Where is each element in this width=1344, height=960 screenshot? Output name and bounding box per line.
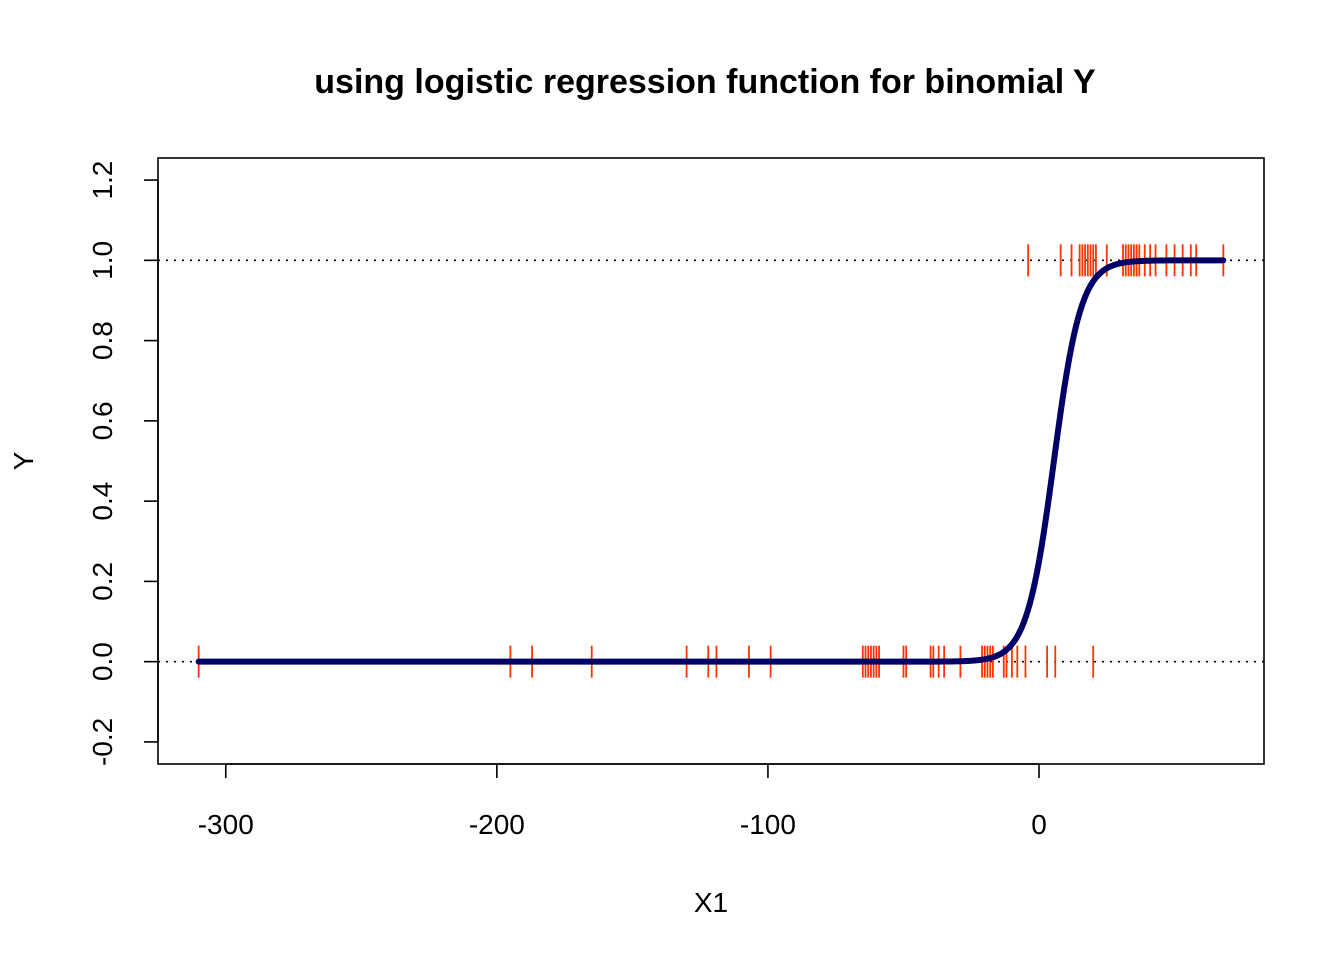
chart-title: using logistic regression function for b… [314,63,1096,101]
y-tick-label: 0.8 [87,321,118,360]
y-tick-label: 1.2 [87,161,118,200]
plot-area [158,244,1264,678]
x-tick-label: 0 [1031,809,1047,840]
plot-frame [157,157,1265,765]
y-tick-label: 0.6 [87,401,118,440]
y-axis-label: Y [8,451,39,470]
y-tick-label: 0.0 [87,642,118,681]
x-axis-label: X1 [694,887,728,918]
y-axis: -0.2 0.0 0.2 0.4 0.6 0.8 1.0 1.2 [87,161,159,766]
x-tick-label: -200 [469,809,525,840]
x-tick-label: -100 [740,809,796,840]
y-tick-label: 0.2 [87,562,118,601]
x-axis: -300 -200 -100 0 [198,763,1047,840]
x-tick-label: -300 [198,809,254,840]
logistic-curve-line [195,257,1227,665]
y-tick-label: 0.4 [87,482,118,521]
y-tick-label: 1.0 [87,241,118,280]
y-tick-label: -0.2 [87,718,118,766]
